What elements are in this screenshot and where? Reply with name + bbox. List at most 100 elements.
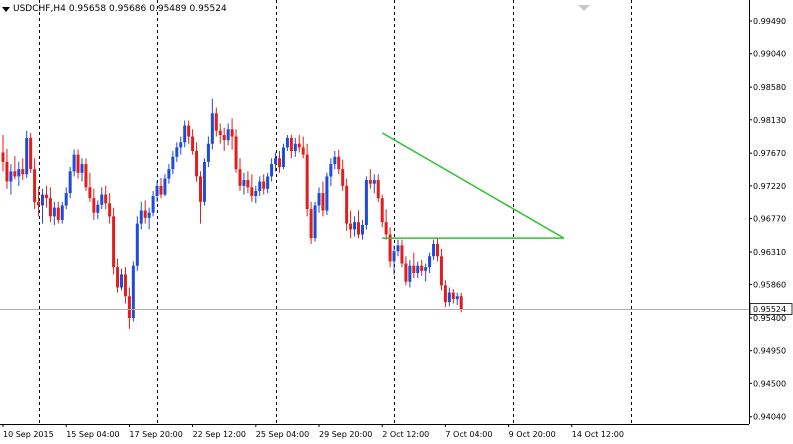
- bear-candle-body: [380, 198, 384, 223]
- bear-candle-body: [305, 154, 309, 210]
- bull-candle-body: [333, 156, 337, 165]
- bull-candle-body: [80, 164, 84, 173]
- bull-candle-body: [455, 296, 459, 300]
- bear-candle-body: [443, 285, 447, 303]
- bear-candle-body: [199, 176, 202, 202]
- bear-candle-body: [278, 158, 281, 167]
- bear-candle-body: [84, 164, 88, 188]
- bull-candle-body: [281, 147, 285, 167]
- bull-candle-body: [364, 180, 368, 226]
- bear-candle-body: [112, 216, 116, 268]
- bull-candle-body: [274, 158, 278, 165]
- bear-candle-body: [297, 143, 301, 148]
- candles-layer: [1, 98, 463, 329]
- bull-candle-body: [372, 180, 376, 184]
- upper-trendline[interactable]: [381, 132, 565, 239]
- bear-candle-body: [127, 296, 131, 318]
- price-tick-label: 0.94040: [753, 413, 786, 422]
- open-value: 0.95658: [68, 4, 107, 14]
- bear-candle-body: [21, 169, 25, 175]
- bull-candle-body: [25, 137, 29, 175]
- bull-candle-body: [424, 267, 428, 271]
- low-value: 0.95489: [149, 4, 187, 14]
- bull-candle-body: [270, 164, 274, 177]
- bull-candle-body: [96, 204, 100, 213]
- bear-candle-body: [44, 194, 48, 199]
- time-tick-label: 29 Sep 20:00: [319, 430, 372, 439]
- price-tick-label: 0.95400: [753, 314, 786, 323]
- bull-candle-body: [151, 196, 155, 213]
- bull-candle-body: [285, 137, 289, 148]
- bull-candle-body: [202, 161, 206, 202]
- bear-candle-body: [5, 161, 9, 182]
- bear-candle-body: [412, 265, 416, 273]
- bear-candle-body: [404, 263, 408, 282]
- current-price-tag: [749, 303, 793, 315]
- bear-candle-body: [368, 180, 372, 184]
- bear-candle-body: [108, 203, 112, 217]
- bull-candle-body: [167, 169, 171, 179]
- bull-candle-body: [416, 265, 420, 273]
- bull-candle-body: [68, 171, 72, 194]
- bear-candle-body: [301, 147, 305, 155]
- bull-candle-body: [428, 256, 432, 268]
- bear-candle-body: [116, 267, 120, 288]
- price-tick-label: 0.95860: [753, 281, 786, 290]
- bear-candle-body: [33, 169, 37, 202]
- bull-candle-body: [392, 251, 396, 262]
- bull-candle-body: [206, 143, 210, 162]
- time-tick-label: 22 Sep 12:00: [193, 430, 246, 439]
- price-tick-label: 0.96310: [753, 248, 786, 257]
- bull-candle-body: [325, 176, 329, 211]
- bull-candle-body: [163, 178, 167, 195]
- bull-candle-body: [258, 181, 262, 191]
- bull-candle-body: [175, 147, 179, 157]
- price-tick-label: 0.99490: [753, 17, 786, 26]
- bull-candle-body: [317, 193, 321, 206]
- time-tick-label: 9 Oct 20:00: [509, 430, 556, 439]
- bear-candle-body: [246, 180, 250, 188]
- bear-candle-body: [439, 256, 443, 286]
- bull-candle-body: [17, 169, 21, 177]
- time-tick-label: 15 Sep 04:00: [66, 430, 119, 439]
- bear-candle-body: [13, 171, 17, 177]
- price-tick-label: 0.94500: [753, 379, 786, 388]
- bull-candle-body: [242, 180, 246, 186]
- time-tick-label: 2 Oct 12:00: [382, 430, 429, 439]
- bull-candle-body: [353, 222, 357, 230]
- bear-candle-body: [1, 152, 5, 162]
- close-value: 0.95524: [189, 4, 227, 14]
- chevron-down-icon[interactable]: [578, 5, 590, 11]
- bull-candle-body: [447, 292, 451, 303]
- time-tick-label: 25 Sep 04:00: [256, 430, 309, 439]
- bull-candle-body: [226, 129, 230, 141]
- bull-candle-body: [183, 125, 187, 143]
- bear-candle-body: [214, 113, 218, 131]
- bear-candle-body: [222, 135, 226, 141]
- bear-candle-body: [376, 180, 380, 199]
- bull-candle-body: [266, 176, 270, 189]
- bull-candle-body: [360, 225, 364, 235]
- triangle-down-icon[interactable]: [2, 6, 10, 12]
- bear-candle-body: [76, 154, 80, 173]
- bull-candle-body: [432, 243, 436, 257]
- bull-candle-body: [72, 154, 76, 172]
- bull-candle-body: [313, 205, 317, 239]
- annotations-layer: [0, 132, 749, 310]
- grid-layer: [39, 0, 632, 424]
- bull-candle-body: [64, 193, 68, 206]
- symbol-label: USDCHF,H4: [13, 4, 66, 14]
- bear-candle-body: [37, 201, 41, 206]
- bear-candle-body: [349, 223, 353, 230]
- bull-candle-body: [396, 245, 400, 252]
- bear-candle-body: [159, 185, 163, 195]
- time-tick-label: 7 Oct 04:00: [445, 430, 492, 439]
- bear-candle-body: [357, 222, 360, 235]
- bear-candle-body: [289, 137, 293, 152]
- bear-candle-body: [250, 187, 254, 197]
- price-tick-label: 0.97670: [753, 149, 786, 158]
- bear-candle-body: [321, 193, 325, 211]
- time-tick-label: 14 Oct 12:00: [572, 430, 624, 439]
